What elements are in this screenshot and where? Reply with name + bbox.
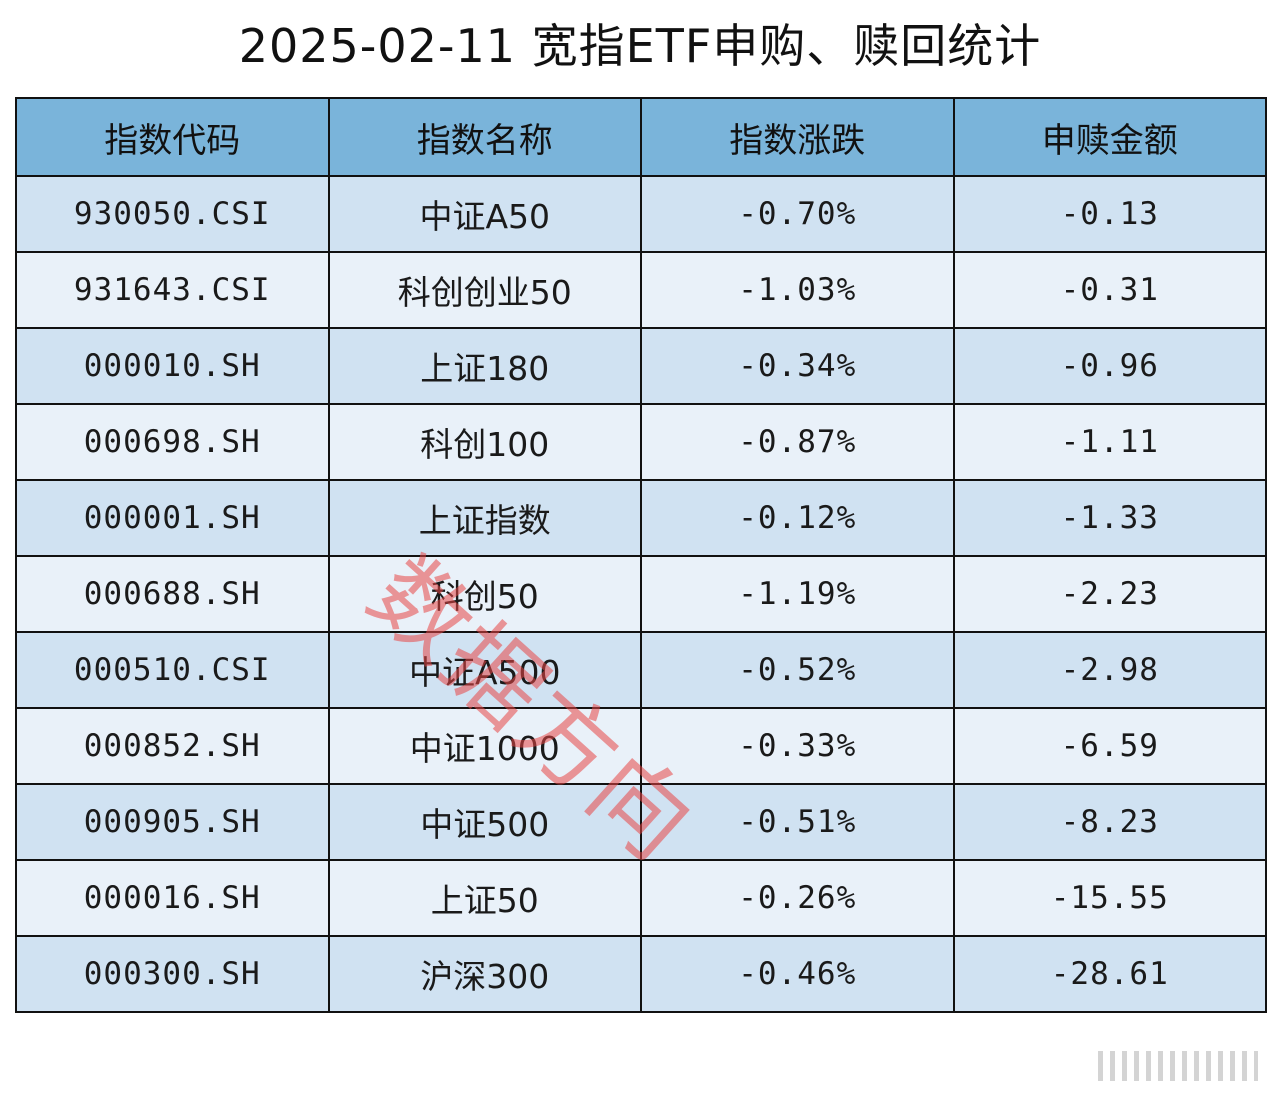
cell-change: -0.46%	[640, 935, 955, 1013]
table-header-row: 指数代码 指数名称 指数涨跌 申赎金额	[15, 97, 1267, 177]
cell-code: 000698.SH	[15, 403, 330, 481]
cell-change: -0.34%	[640, 327, 955, 405]
cell-change: -1.03%	[640, 251, 955, 329]
cell-code: 000016.SH	[15, 859, 330, 937]
cell-change: -0.52%	[640, 631, 955, 709]
cell-amount: -28.61	[952, 935, 1267, 1013]
cell-name: 中证1000	[327, 707, 642, 785]
cell-code: 000510.CSI	[15, 631, 330, 709]
cell-amount: -2.98	[952, 631, 1267, 709]
table-row: 000300.SH 沪深300 -0.46% -28.61	[15, 935, 1267, 1013]
cell-name: 中证A500	[327, 631, 642, 709]
cell-name: 上证指数	[327, 479, 642, 557]
cell-amount: -0.96	[952, 327, 1267, 405]
cell-name: 上证180	[327, 327, 642, 405]
cell-name: 上证50	[327, 859, 642, 937]
cell-amount: -1.11	[952, 403, 1267, 481]
cell-change: -0.26%	[640, 859, 955, 937]
cell-name: 科创创业50	[327, 251, 642, 329]
cell-name: 科创100	[327, 403, 642, 481]
cell-amount: -0.31	[952, 251, 1267, 329]
cell-amount: -15.55	[952, 859, 1267, 937]
cell-name: 中证A50	[327, 175, 642, 253]
cell-change: -0.33%	[640, 707, 955, 785]
cell-amount: -1.33	[952, 479, 1267, 557]
cell-change: -1.19%	[640, 555, 955, 633]
page-title: 2025-02-11 宽指ETF申购、赎回统计	[238, 19, 1042, 73]
header-flow-amount: 申赎金额	[952, 97, 1267, 177]
cell-code: 000852.SH	[15, 707, 330, 785]
table-row: 000905.SH 中证500 -0.51% -8.23	[15, 783, 1267, 861]
cell-code: 930050.CSI	[15, 175, 330, 253]
table-row: 000510.CSI 中证A500 -0.52% -2.98	[15, 631, 1267, 709]
table-row: 000852.SH 中证1000 -0.33% -6.59	[15, 707, 1267, 785]
header-index-code: 指数代码	[15, 97, 330, 177]
cell-change: -0.87%	[640, 403, 955, 481]
cell-amount: -6.59	[952, 707, 1267, 785]
cell-amount: -8.23	[952, 783, 1267, 861]
header-index-name: 指数名称	[327, 97, 642, 177]
table-row: 930050.CSI 中证A50 -0.70% -0.13	[15, 175, 1267, 253]
platform-watermark-logo	[1098, 1051, 1258, 1081]
cell-code: 000001.SH	[15, 479, 330, 557]
cell-code: 000010.SH	[15, 327, 330, 405]
table-row: 000688.SH 科创50 -1.19% -2.23	[15, 555, 1267, 633]
cell-code: 000688.SH	[15, 555, 330, 633]
cell-code: 000300.SH	[15, 935, 330, 1013]
cell-change: -0.51%	[640, 783, 955, 861]
table-row: 000016.SH 上证50 -0.26% -15.55	[15, 859, 1267, 937]
cell-code: 931643.CSI	[15, 251, 330, 329]
table-row: 931643.CSI 科创创业50 -1.03% -0.31	[15, 251, 1267, 329]
cell-amount: -2.23	[952, 555, 1267, 633]
cell-amount: -0.13	[952, 175, 1267, 253]
cell-change: -0.12%	[640, 479, 955, 557]
cell-name: 中证500	[327, 783, 642, 861]
header-index-change: 指数涨跌	[640, 97, 955, 177]
table-row: 000010.SH 上证180 -0.34% -0.96	[15, 327, 1267, 405]
cell-name: 科创50	[327, 555, 642, 633]
table-row: 000698.SH 科创100 -0.87% -1.11	[15, 403, 1267, 481]
cell-name: 沪深300	[327, 935, 642, 1013]
cell-code: 000905.SH	[15, 783, 330, 861]
cell-change: -0.70%	[640, 175, 955, 253]
table-row: 000001.SH 上证指数 -0.12% -1.33	[15, 479, 1267, 557]
etf-flow-table: 指数代码 指数名称 指数涨跌 申赎金额 930050.CSI 中证A50 -0.…	[15, 97, 1267, 1013]
